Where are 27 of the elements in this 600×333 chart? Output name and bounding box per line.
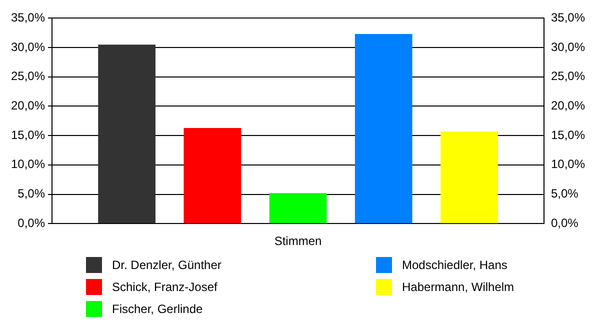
legend-label: Habermann, Wilhelm [402,280,514,294]
y-tick-label: 25,0% [10,69,46,84]
bar [440,131,498,224]
text: 10,0% [550,157,586,172]
y-tick-label: 10,0% [10,157,46,172]
x-tick-label: Stimmen [274,234,322,248]
text: 20,0% [550,98,586,113]
text: 15,0% [550,128,586,142]
bar [184,128,242,224]
bar [354,34,412,224]
legend-label: Modschiedler, Hans [402,258,508,272]
y-tick-label: 30,0% [10,40,46,54]
y-tick-label: 35,0% [10,10,46,25]
y-tick-label: 15,0% [10,128,46,142]
text: 5,0% [550,186,578,201]
text: 0,0% [550,216,578,230]
legend-label: Dr. Denzler, Günther [112,258,222,272]
legend-label: Schick, Franz-Josef [112,280,218,294]
y-tick-label: 5,0% [18,186,46,201]
legend-label: Fischer, Gerlinde [112,302,203,316]
text: 25,0% [550,69,586,84]
y-tick-label: 20,0% [10,98,46,113]
bar [269,193,327,224]
bar [98,44,156,224]
text: 35,0% [550,10,586,25]
y-tick-label: 0,0% [18,216,46,230]
text: 30,0% [550,40,586,54]
